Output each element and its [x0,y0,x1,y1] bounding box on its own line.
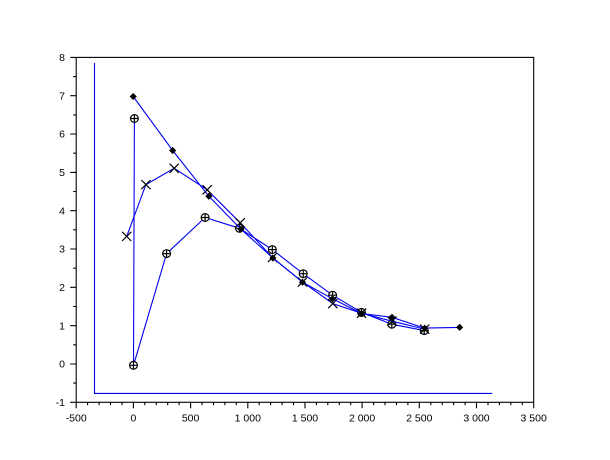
svg-text:1 000: 1 000 [235,413,261,425]
svg-text:2 000: 2 000 [349,413,375,425]
svg-text:1 500: 1 500 [292,413,318,425]
svg-text:4: 4 [59,205,65,217]
svg-text:-500: -500 [66,413,87,425]
svg-text:500: 500 [182,413,200,425]
svg-text:0: 0 [59,359,65,371]
svg-text:8: 8 [59,52,65,64]
svg-text:7: 7 [59,90,65,102]
svg-text:3 000: 3 000 [463,413,489,425]
svg-text:0: 0 [130,413,136,425]
svg-text:5: 5 [59,167,65,179]
svg-text:3: 3 [59,244,65,256]
svg-text:2 500: 2 500 [406,413,432,425]
svg-text:2: 2 [59,282,65,294]
svg-text:-1: -1 [56,397,65,409]
svg-text:3 500: 3 500 [521,413,547,425]
svg-text:1: 1 [59,320,65,332]
svg-text:6: 6 [59,129,65,141]
